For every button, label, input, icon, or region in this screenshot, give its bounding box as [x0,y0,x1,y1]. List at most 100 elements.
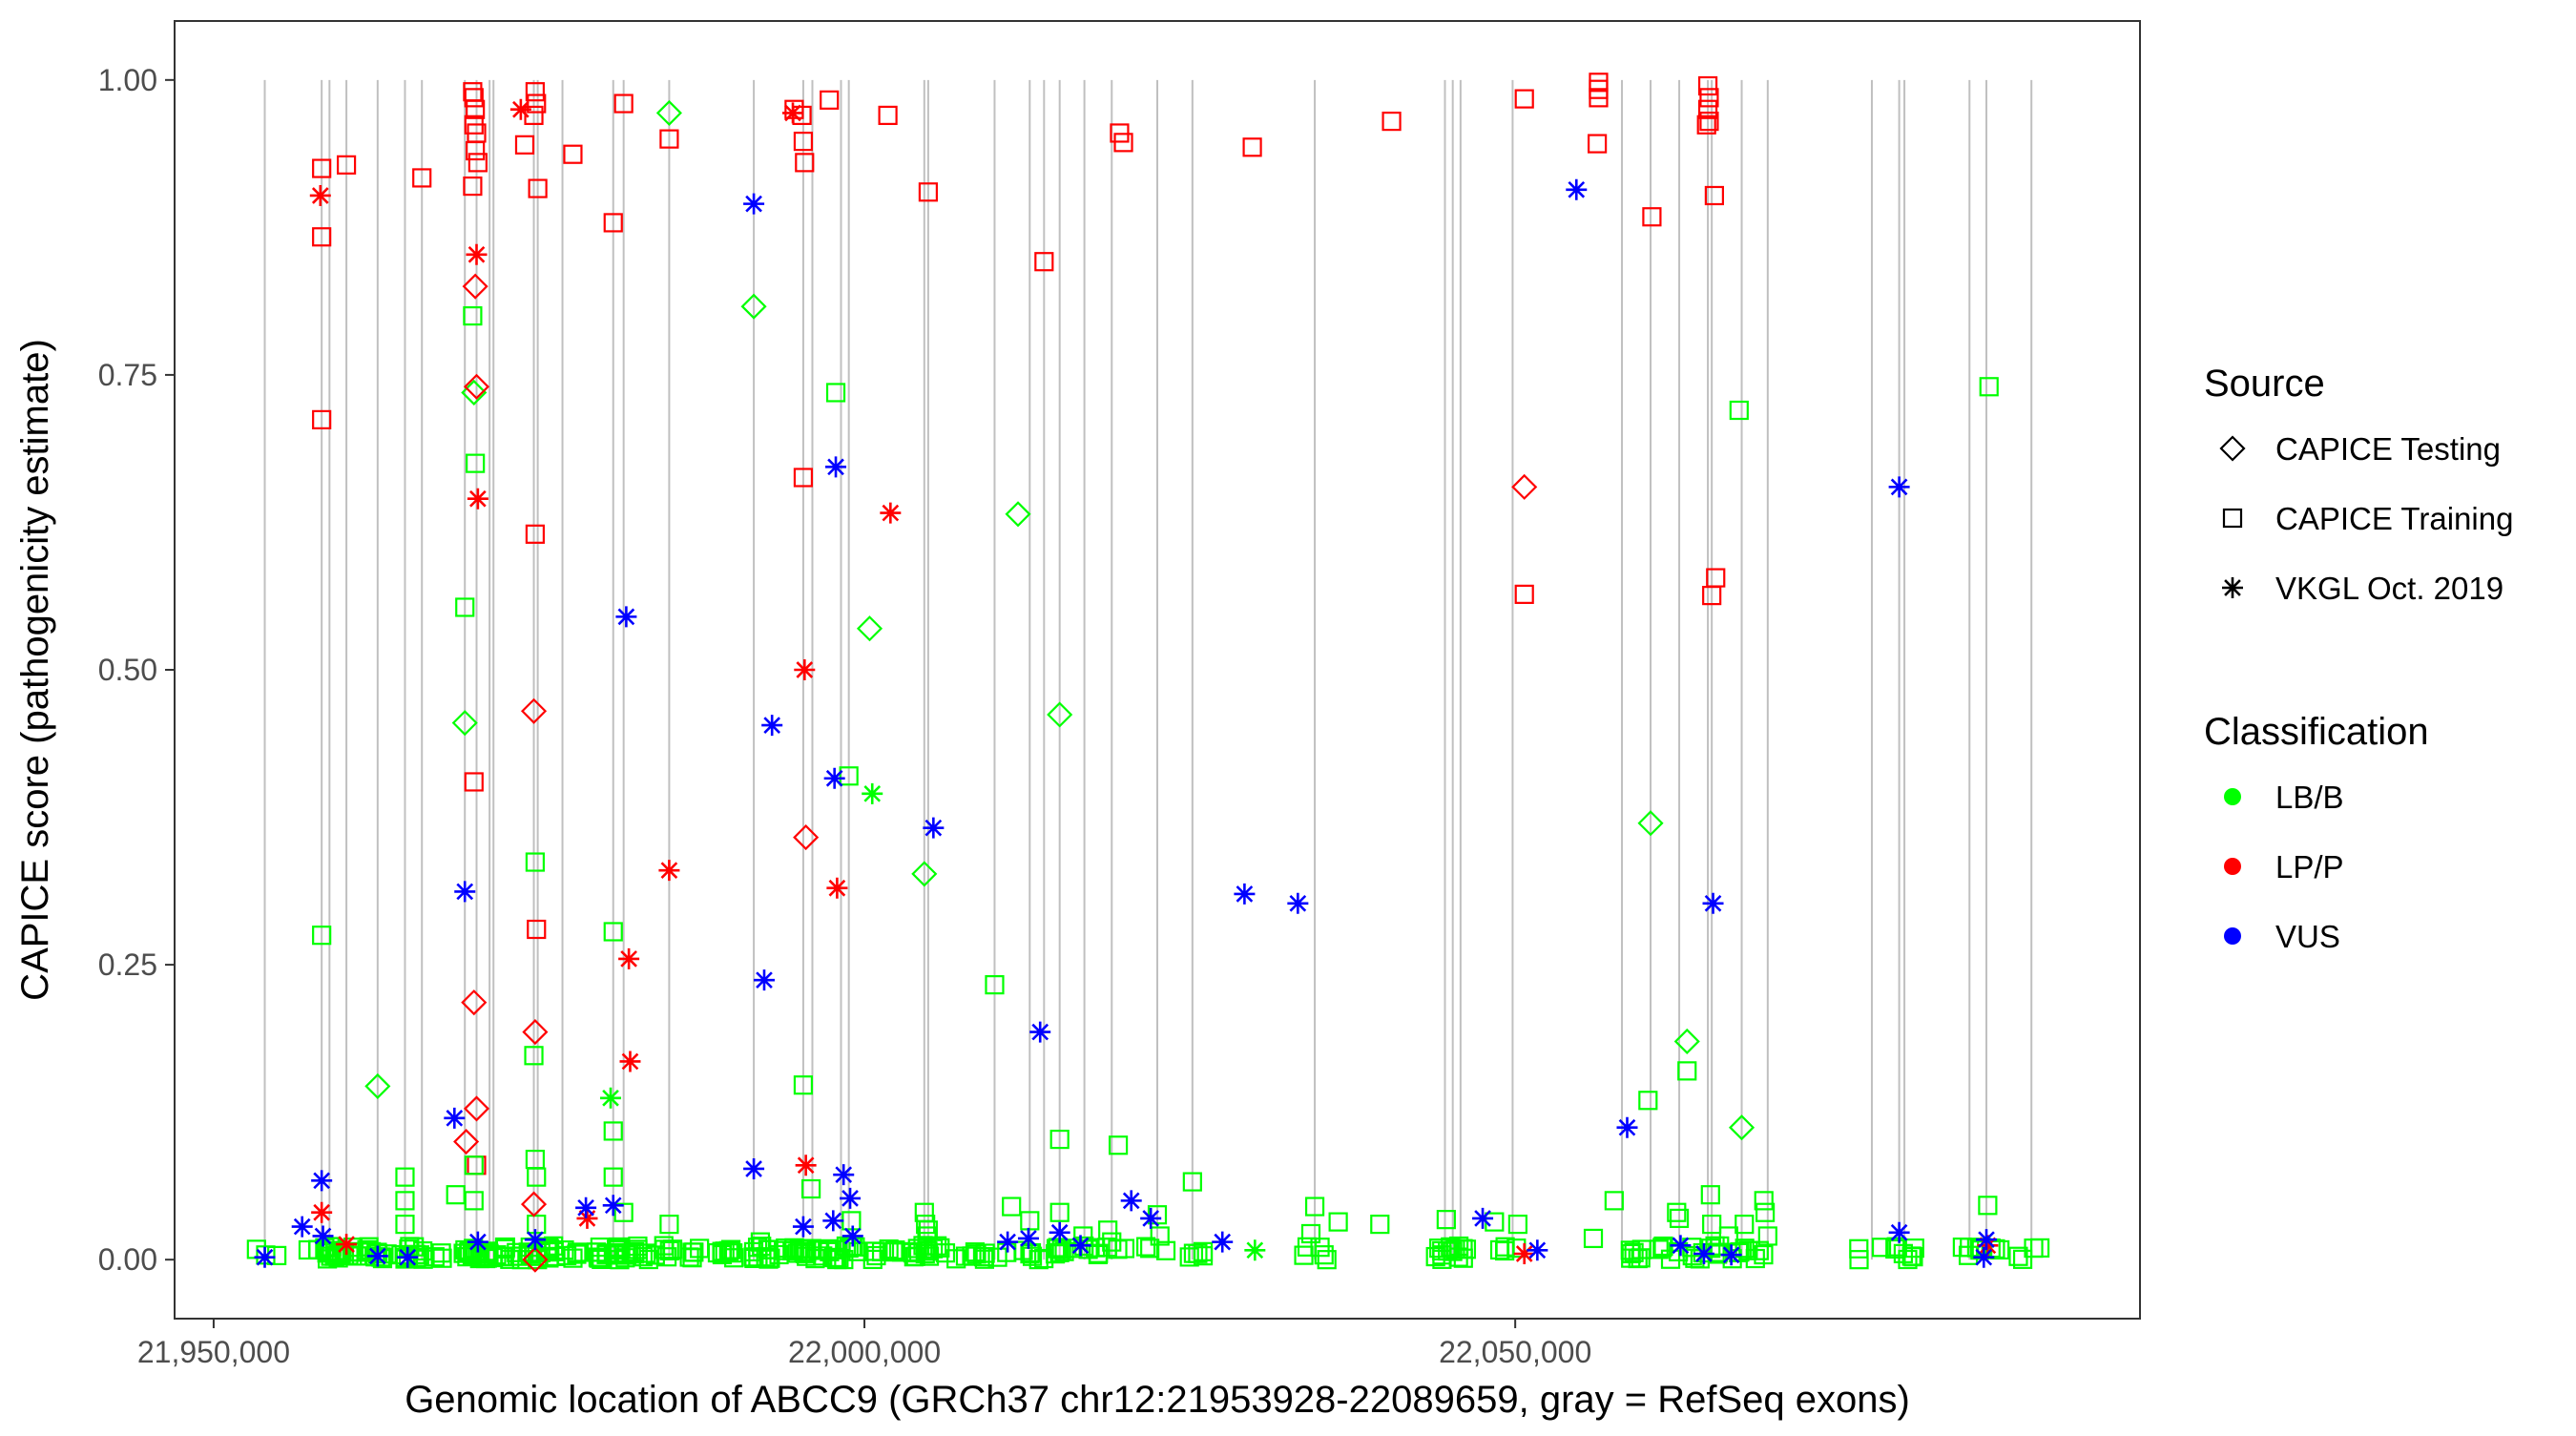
data-point [464,1191,484,1211]
baseline-point [610,1250,630,1270]
data-point [1583,1228,1604,1249]
data-point [841,1225,863,1247]
baseline-point [1489,1239,1510,1260]
baseline-point [1904,1238,1924,1259]
baseline-point [635,1243,656,1263]
legend-color-dot-icon [2224,858,2241,875]
data-point [1034,252,1054,272]
data-point [466,99,486,119]
baseline-point [866,1245,886,1266]
data-point [312,409,332,429]
data-point [395,1167,415,1187]
data-point [455,597,475,617]
data-point [1005,501,1031,528]
legend-source-label: CAPICE Testing [2275,431,2501,467]
data-point [312,926,332,946]
baseline-point [1046,1244,1066,1264]
data-point [833,1164,855,1186]
data-point [1702,586,1722,606]
data-point [1020,1211,1040,1231]
data-point [1212,1231,1234,1253]
data-point [792,1216,814,1238]
data-point [1697,75,1718,96]
legend-color-dot-icon [2224,788,2241,805]
data-point [1693,1243,1714,1264]
baseline-point [1449,1236,1469,1257]
data-point [619,1051,641,1072]
data-point [659,1214,679,1235]
baseline-point [298,1239,319,1260]
data-point [1979,377,1999,397]
data-point [793,1075,814,1095]
data-point [1102,1232,1122,1252]
data-point [1513,1243,1535,1264]
data-point [522,1019,549,1046]
data-point [1696,114,1716,135]
baseline-point [1754,1244,1774,1265]
data-point [602,1195,624,1217]
data-point [997,1231,1019,1253]
baseline-point [1628,1248,1648,1269]
data-point [1527,1239,1548,1261]
baseline-point [715,1241,735,1261]
data-point [603,922,623,942]
data-point [743,1157,765,1179]
legend-source-item: CAPICE Training [2222,501,2513,536]
baseline-point [918,1241,938,1261]
legend-source-item: VKGL Oct. 2019 [2222,571,2503,606]
y-tick-label: 0.25 [98,947,157,982]
data-point [312,1225,334,1247]
data-point [795,153,815,173]
data-point [1673,1028,1700,1055]
baseline-point [712,1244,733,1265]
baseline-point [975,1243,995,1263]
data-point [839,766,859,786]
data-point [918,182,938,202]
data-point [1029,1021,1051,1043]
legend-class-label: VUS [2275,919,2340,954]
data-point [917,1226,937,1246]
data-point [1436,1210,1456,1230]
data-point [364,1072,391,1099]
baseline-point [1140,1238,1160,1259]
data-point [750,1232,771,1252]
data-point [514,135,535,155]
data-point [613,94,634,114]
data-point [1304,1197,1325,1217]
data-point [254,1246,276,1268]
data-point [911,861,938,887]
data-point [467,153,488,173]
data-point [451,710,478,737]
data-point [464,1155,484,1176]
data-point [563,144,583,164]
data-point [1718,1226,1739,1246]
baseline-point [1020,1243,1040,1264]
baseline-point [930,1238,950,1258]
data-point [312,158,332,178]
data-point [793,132,814,152]
baseline-point [879,1238,899,1259]
data-point [1002,1197,1022,1217]
data-point [412,168,432,188]
data-points [254,73,1999,1273]
baseline-point [813,1246,833,1266]
data-point [825,456,847,478]
legend-asterisk-icon [2222,577,2243,598]
data-point [520,1191,548,1217]
data-point [395,1191,415,1211]
baseline-point [656,1247,677,1267]
baseline-point [638,1249,658,1270]
data-point [1702,892,1724,914]
baseline-point [1114,1238,1135,1259]
data-point [463,1095,490,1122]
data-point [1070,1235,1091,1257]
baseline-point [556,1245,577,1265]
data-point [1234,883,1256,905]
data-point [1370,1214,1390,1235]
baseline-point [1443,1241,1463,1261]
data-point [918,1220,938,1240]
data-point [880,502,902,524]
baseline-point [820,1241,840,1261]
